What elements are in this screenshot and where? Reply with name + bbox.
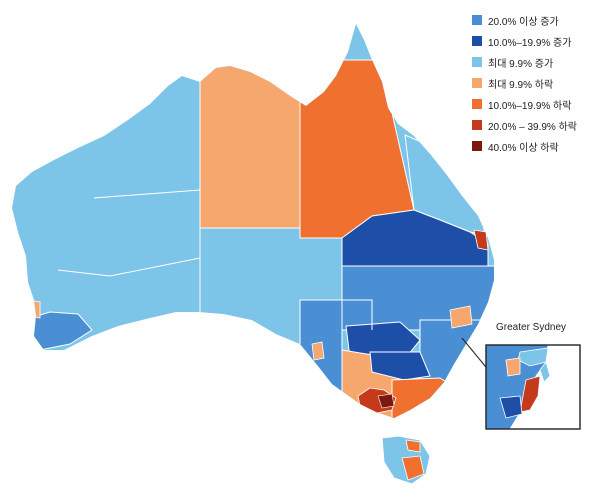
tasmania [381, 435, 431, 485]
legend-label: 20.0% 이상 증가 [488, 16, 559, 28]
legend-label: 40.0% 이상 하락 [488, 142, 559, 154]
region-northern-territory [199, 59, 301, 229]
region-outline-lines [57, 189, 373, 330]
legend-item: 최대 9.9% 하락 [472, 75, 577, 91]
map-legend: 20.0% 이상 증가 10.0%–19.9% 증가 최대 9.9% 증가 최대… [472, 12, 577, 154]
region-victoria-blue [369, 351, 431, 381]
legend-label: 10.0%–19.9% 하락 [488, 100, 572, 112]
legend-item: 40.0% 이상 하락 [472, 138, 577, 154]
legend-item: 10.0%–19.9% 증가 [472, 33, 577, 49]
region-hobart [401, 455, 425, 481]
legend-item: 최대 9.9% 증가 [472, 54, 577, 70]
legend-item: 10.0%–19.9% 하락 [472, 96, 577, 112]
region-sydney-small [449, 305, 473, 329]
legend-item: 20.0% 이상 증가 [472, 12, 577, 28]
inset-title: Greater Sydney [496, 322, 567, 333]
region-tas-north [405, 439, 421, 453]
legend-swatch [472, 57, 482, 67]
legend-swatch [472, 78, 482, 88]
legend-item: 20.0% – 39.9% 하락 [472, 117, 577, 133]
inset-frame [485, 344, 581, 430]
region-perth [27, 299, 41, 319]
legend-label: 20.0% – 39.9% 하락 [488, 121, 578, 133]
legend-swatch [472, 141, 482, 151]
legend-label: 10.0%–19.9% 증가 [488, 37, 572, 49]
region-melbourne-inner [377, 393, 395, 409]
legend-swatch [472, 120, 482, 130]
legend-swatch [472, 36, 482, 46]
greater-sydney-inset [485, 344, 581, 430]
region-queensland-west [299, 59, 415, 239]
region-brisbane [473, 229, 489, 251]
legend-label: 최대 9.9% 증가 [488, 58, 554, 70]
legend-swatch [472, 99, 482, 109]
legend-label: 최대 9.9% 하락 [488, 79, 554, 91]
region-victoria-east [391, 377, 463, 418]
region-sa-southeast [299, 299, 343, 418]
region-adelaide [311, 341, 325, 361]
legend-swatch [472, 15, 482, 25]
